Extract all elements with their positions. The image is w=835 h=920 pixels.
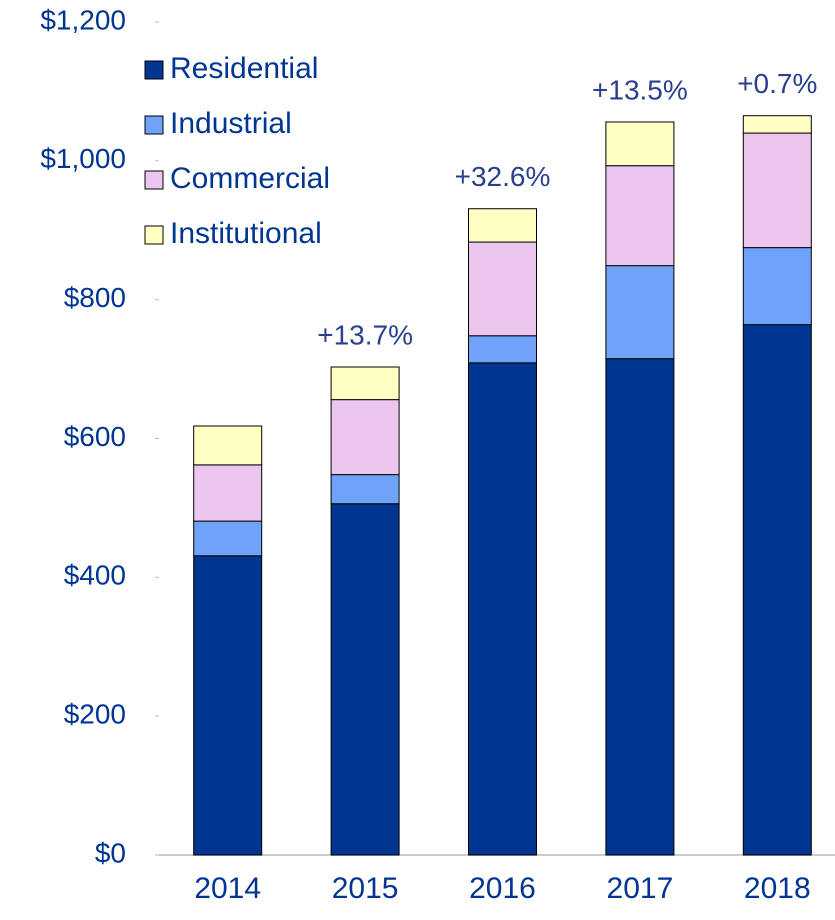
bar-segment	[193, 464, 263, 522]
bar-segment	[193, 555, 263, 856]
growth-label: +0.7%	[737, 68, 817, 99]
x-tick-label: 2015	[332, 872, 399, 905]
growth-label: +13.5%	[592, 74, 688, 105]
legend-label: Industrial	[170, 107, 292, 140]
legend-swatch	[144, 60, 164, 80]
y-tick-label: $600	[64, 421, 126, 452]
bar-segment	[330, 474, 400, 505]
bar-segment	[330, 399, 400, 476]
bar-segment	[742, 324, 812, 856]
x-tick-label: 2017	[607, 872, 674, 905]
legend-label: Residential	[170, 52, 318, 85]
bar-segment	[742, 132, 812, 249]
y-tick-label: $0	[95, 837, 126, 868]
legend-swatch	[144, 170, 164, 190]
bar-segment	[468, 362, 537, 856]
bar-segment	[605, 358, 675, 856]
bar-segment	[742, 247, 812, 326]
bar-segment	[605, 121, 675, 167]
legend-swatch	[144, 225, 164, 245]
legend-swatch	[144, 115, 164, 135]
x-tick-label: 2014	[194, 872, 261, 905]
bar-segment	[742, 115, 812, 134]
x-tick-label: 2016	[469, 872, 536, 905]
y-tick-label: $1,000	[40, 143, 126, 174]
bar-segment	[330, 503, 400, 856]
legend-label: Institutional	[170, 217, 322, 250]
y-tick-label: $400	[64, 560, 126, 591]
y-tick-label: $200	[64, 699, 126, 730]
x-tick-label: 2018	[744, 872, 811, 905]
bar-segment	[605, 165, 675, 267]
legend-label: Commercial	[170, 162, 330, 195]
bar-segment	[605, 265, 675, 360]
y-tick-label: $1,200	[40, 4, 126, 35]
growth-label: +32.6%	[455, 161, 551, 192]
bar-segment	[468, 241, 537, 337]
growth-label: +13.7%	[317, 319, 413, 350]
bar-segment	[468, 208, 537, 243]
bar-segment	[193, 520, 263, 557]
y-tick-label: $800	[64, 282, 126, 313]
bar-segment	[330, 366, 400, 401]
bar-segment	[193, 425, 263, 466]
bar-segment	[468, 335, 537, 364]
